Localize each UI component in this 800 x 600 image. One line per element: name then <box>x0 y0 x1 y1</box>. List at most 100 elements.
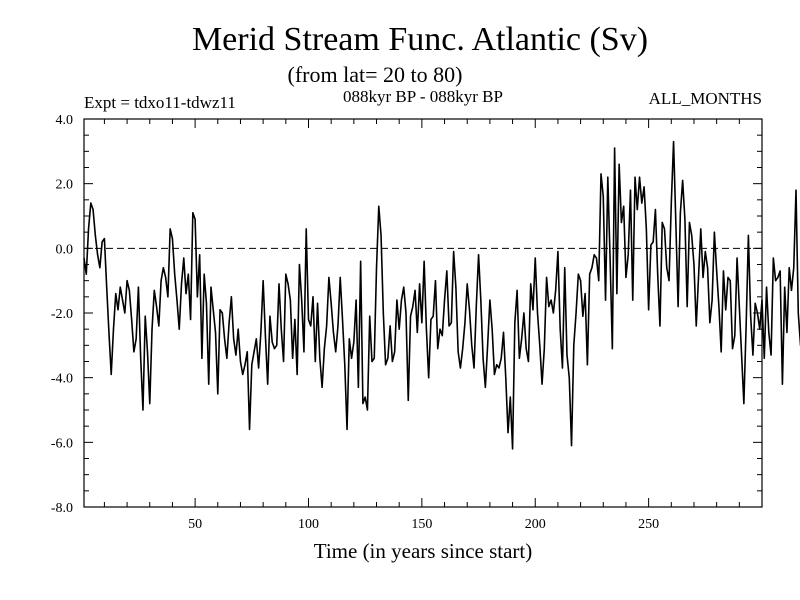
data-point <box>103 238 106 240</box>
data-point <box>738 305 740 308</box>
data-point <box>727 276 729 279</box>
data-point <box>652 241 654 243</box>
data-point <box>108 331 110 333</box>
data-point <box>489 299 491 301</box>
data-point <box>441 335 443 337</box>
data-point <box>786 331 788 333</box>
data-point <box>242 373 244 376</box>
data-point <box>672 141 675 143</box>
data-point <box>287 283 289 285</box>
data-point <box>142 409 144 411</box>
plot-area: 50 100 150 200 250 -8.0 -6.0 -4.0 -2.0 0.0 2.0 4.0 <box>51 113 800 532</box>
data-point <box>280 328 282 330</box>
data-point <box>115 293 117 295</box>
data-point <box>636 208 638 211</box>
data-point <box>210 286 212 288</box>
data-point <box>183 257 185 259</box>
data-point <box>471 344 473 346</box>
data-point <box>226 357 228 359</box>
data-point <box>423 260 425 262</box>
data-point <box>552 312 554 314</box>
data-point <box>382 312 384 314</box>
data-point <box>455 286 457 288</box>
data-point <box>595 257 598 259</box>
data-point <box>686 305 688 308</box>
data-point <box>155 305 158 308</box>
data-point <box>328 276 330 279</box>
data-point <box>421 322 423 324</box>
data-point <box>151 328 153 330</box>
data-point <box>248 428 251 430</box>
data-point <box>146 351 149 353</box>
data-point <box>273 347 276 350</box>
data-point <box>464 322 466 324</box>
data-point <box>201 357 203 359</box>
data-point <box>784 286 786 288</box>
data-point <box>350 357 353 359</box>
data-point <box>511 448 514 450</box>
data-point <box>237 328 239 330</box>
data-point <box>450 322 452 324</box>
data-point <box>341 318 344 321</box>
data-point <box>691 234 693 236</box>
data-point <box>119 286 121 288</box>
data-point <box>430 318 432 321</box>
data-point <box>557 250 559 253</box>
data-point <box>641 202 643 204</box>
data-point <box>189 318 192 321</box>
data-point <box>516 289 518 291</box>
data-point <box>214 331 217 333</box>
data-point <box>187 273 189 275</box>
data-point <box>316 302 319 304</box>
data-point <box>763 357 765 359</box>
data-point <box>555 289 557 291</box>
data-point <box>582 315 584 317</box>
data-point <box>781 383 784 385</box>
data-point <box>384 364 387 366</box>
data-point <box>355 299 357 301</box>
chart-subtitle: (from lat= 20 to 80) <box>288 62 463 87</box>
data-point <box>614 147 616 149</box>
data-point <box>126 280 128 282</box>
y-axis: -8.0 -6.0 -4.0 -2.0 0.0 2.0 4.0 <box>51 113 762 516</box>
data-point <box>716 270 718 272</box>
data-point <box>337 325 339 327</box>
data-point <box>736 257 738 259</box>
data-point <box>255 338 257 340</box>
data-point <box>602 196 604 198</box>
data-point <box>706 267 709 269</box>
data-point <box>795 189 797 191</box>
data-point <box>228 322 230 324</box>
data-point <box>246 351 248 353</box>
data-point <box>541 383 543 385</box>
data-point <box>348 338 350 340</box>
data-point <box>514 322 516 324</box>
data-point <box>171 238 174 240</box>
data-point <box>405 312 407 314</box>
data-point <box>634 176 636 178</box>
data-point <box>670 202 672 204</box>
data-point <box>235 354 237 356</box>
data-point <box>468 309 471 311</box>
data-point <box>579 280 582 282</box>
data-point <box>251 364 253 366</box>
data-point <box>484 386 486 388</box>
data-point <box>346 428 348 430</box>
data-point <box>196 296 198 298</box>
data-point <box>428 377 430 379</box>
data-point <box>353 341 355 343</box>
data-point <box>620 221 623 224</box>
data-point <box>269 315 271 317</box>
x-tick-label: 250 <box>638 517 659 532</box>
data-point <box>645 228 647 230</box>
data-point <box>679 212 681 214</box>
months-label: ALL_MONTHS <box>649 89 762 108</box>
data-point <box>364 396 366 398</box>
data-point <box>586 364 588 366</box>
data-point <box>593 254 595 256</box>
data-point <box>425 328 428 330</box>
data-point <box>339 276 341 279</box>
data-point <box>85 273 87 275</box>
x-tick-label: 150 <box>411 517 432 532</box>
